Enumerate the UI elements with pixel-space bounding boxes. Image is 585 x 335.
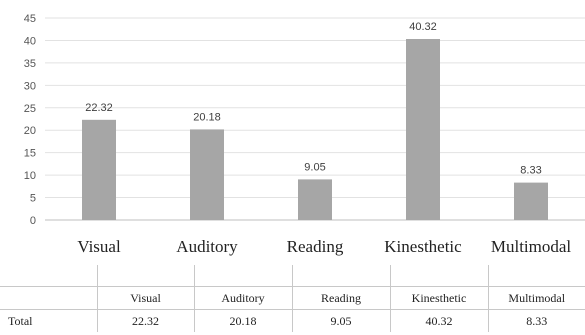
table-header-cell: [0, 286, 98, 310]
bar: [82, 119, 116, 220]
table-row-label: Total: [0, 309, 98, 332]
bars: [82, 39, 548, 221]
y-axis-ticks: 0 5 10 15 20 25 30 35 40 45: [24, 13, 36, 227]
y-tick-label: 10: [24, 170, 36, 182]
y-tick-label: 15: [24, 148, 36, 160]
bar: [406, 39, 440, 221]
y-tick-label: 5: [30, 193, 36, 205]
data-labels: 22.32 20.18 9.05 40.32 8.33: [85, 21, 541, 177]
bar: [514, 182, 548, 220]
table-row: Total 22.32 20.18 9.05 40.32 8.33: [0, 309, 585, 332]
table-cell: 40.32: [390, 309, 489, 332]
x-tick-label: Auditory: [176, 237, 238, 256]
x-axis-ticks: Visual Auditory Reading Kinesthetic Multimod…: [77, 237, 571, 256]
y-tick-label: 40: [24, 35, 36, 47]
table-cell: 9.05: [292, 309, 391, 332]
table-blank-row: [0, 265, 585, 287]
data-label: 22.32: [85, 102, 113, 114]
data-label: 40.32: [409, 21, 437, 33]
bar: [190, 129, 224, 220]
table-cell: 22.32: [97, 309, 195, 332]
x-tick-label: Kinesthetic: [384, 237, 462, 256]
data-label: 8.33: [520, 165, 541, 177]
y-tick-label: 25: [24, 103, 36, 115]
gridlines: [45, 17, 585, 221]
bar-chart: 0 5 10 15 20 25 30 35 40 45 22.32 20.18 9.05 40.32 8.…: [24, 13, 585, 256]
table-header-cell: Multimodal: [488, 286, 585, 310]
table-header-cell: Auditory: [194, 286, 293, 310]
y-tick-label: 0: [30, 215, 36, 227]
y-tick-label: 45: [24, 13, 36, 25]
table-header-cell: Reading: [292, 286, 391, 310]
y-tick-label: 30: [24, 80, 36, 92]
x-tick-label: Reading: [287, 237, 344, 256]
y-tick-label: 20: [24, 125, 36, 137]
data-label: 20.18: [193, 111, 221, 123]
data-label: 9.05: [304, 161, 325, 173]
x-tick-label: Visual: [77, 237, 121, 256]
table-header-cell: Visual: [97, 286, 195, 310]
bar: [298, 179, 332, 220]
table-cell: 8.33: [526, 313, 548, 328]
table-header-row: Visual Auditory Reading Kinesthetic Mult…: [0, 286, 585, 310]
y-tick-label: 35: [24, 58, 36, 70]
data-table: Visual Auditory Reading Kinesthetic Mult…: [0, 265, 585, 332]
x-tick-label: Multimodal: [491, 237, 572, 256]
table-cell: 20.18: [194, 309, 293, 332]
table-header-cell: Kinesthetic: [390, 286, 489, 310]
